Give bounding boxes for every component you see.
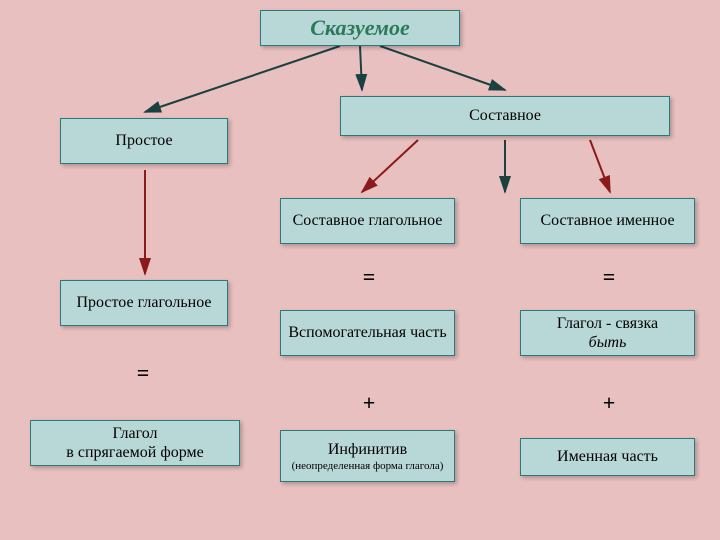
- arrow-line: [145, 46, 340, 112]
- node-infinitive: Инфинитив (неопределенная форма глагола): [280, 430, 455, 482]
- node-label: Простое глагольное: [76, 293, 211, 312]
- node-nominal-part: Именная часть: [520, 438, 695, 476]
- node-label: Составное глагольное: [293, 211, 443, 230]
- node-sublabel: (неопределенная форма глагола): [292, 460, 444, 472]
- arrow-line: [362, 140, 418, 192]
- arrow-line: [380, 46, 505, 90]
- node-aux-part: Вспомогательная часть: [280, 310, 455, 356]
- node-conjugated: Глагол в спрягаемой форме: [30, 420, 240, 466]
- node-simple-verbal: Простое глагольное: [60, 280, 228, 326]
- node-label-line1: Глагол: [112, 424, 157, 443]
- node-label-line2: в спрягаемой форме: [66, 443, 203, 462]
- node-compound-nominal: Составное именное: [520, 198, 695, 244]
- arrow-line: [360, 46, 362, 90]
- node-label: Простое: [115, 131, 172, 150]
- node-compound: Составное: [340, 96, 670, 136]
- equals-op: =: [594, 264, 624, 290]
- node-label: Вспомогательная часть: [288, 323, 446, 342]
- arrow-line: [590, 140, 610, 192]
- node-compound-verbal: Составное глагольное: [280, 198, 455, 244]
- node-label: Составное: [469, 106, 541, 125]
- node-label: Именная часть: [557, 447, 658, 466]
- node-linking-verb: Глагол - связка быть: [520, 310, 695, 356]
- title-box: Сказуемое: [260, 10, 460, 46]
- title-text: Сказуемое: [310, 15, 410, 41]
- node-label-line2: быть: [589, 333, 627, 352]
- equals-op: =: [354, 264, 384, 290]
- equals-op: =: [128, 360, 158, 386]
- node-label-line1: Глагол - связка: [557, 314, 658, 333]
- node-label: Составное именное: [540, 211, 674, 230]
- plus-op: +: [354, 390, 384, 416]
- node-simple: Простое: [60, 118, 228, 164]
- plus-op: +: [594, 390, 624, 416]
- node-label: Инфинитив: [328, 440, 407, 459]
